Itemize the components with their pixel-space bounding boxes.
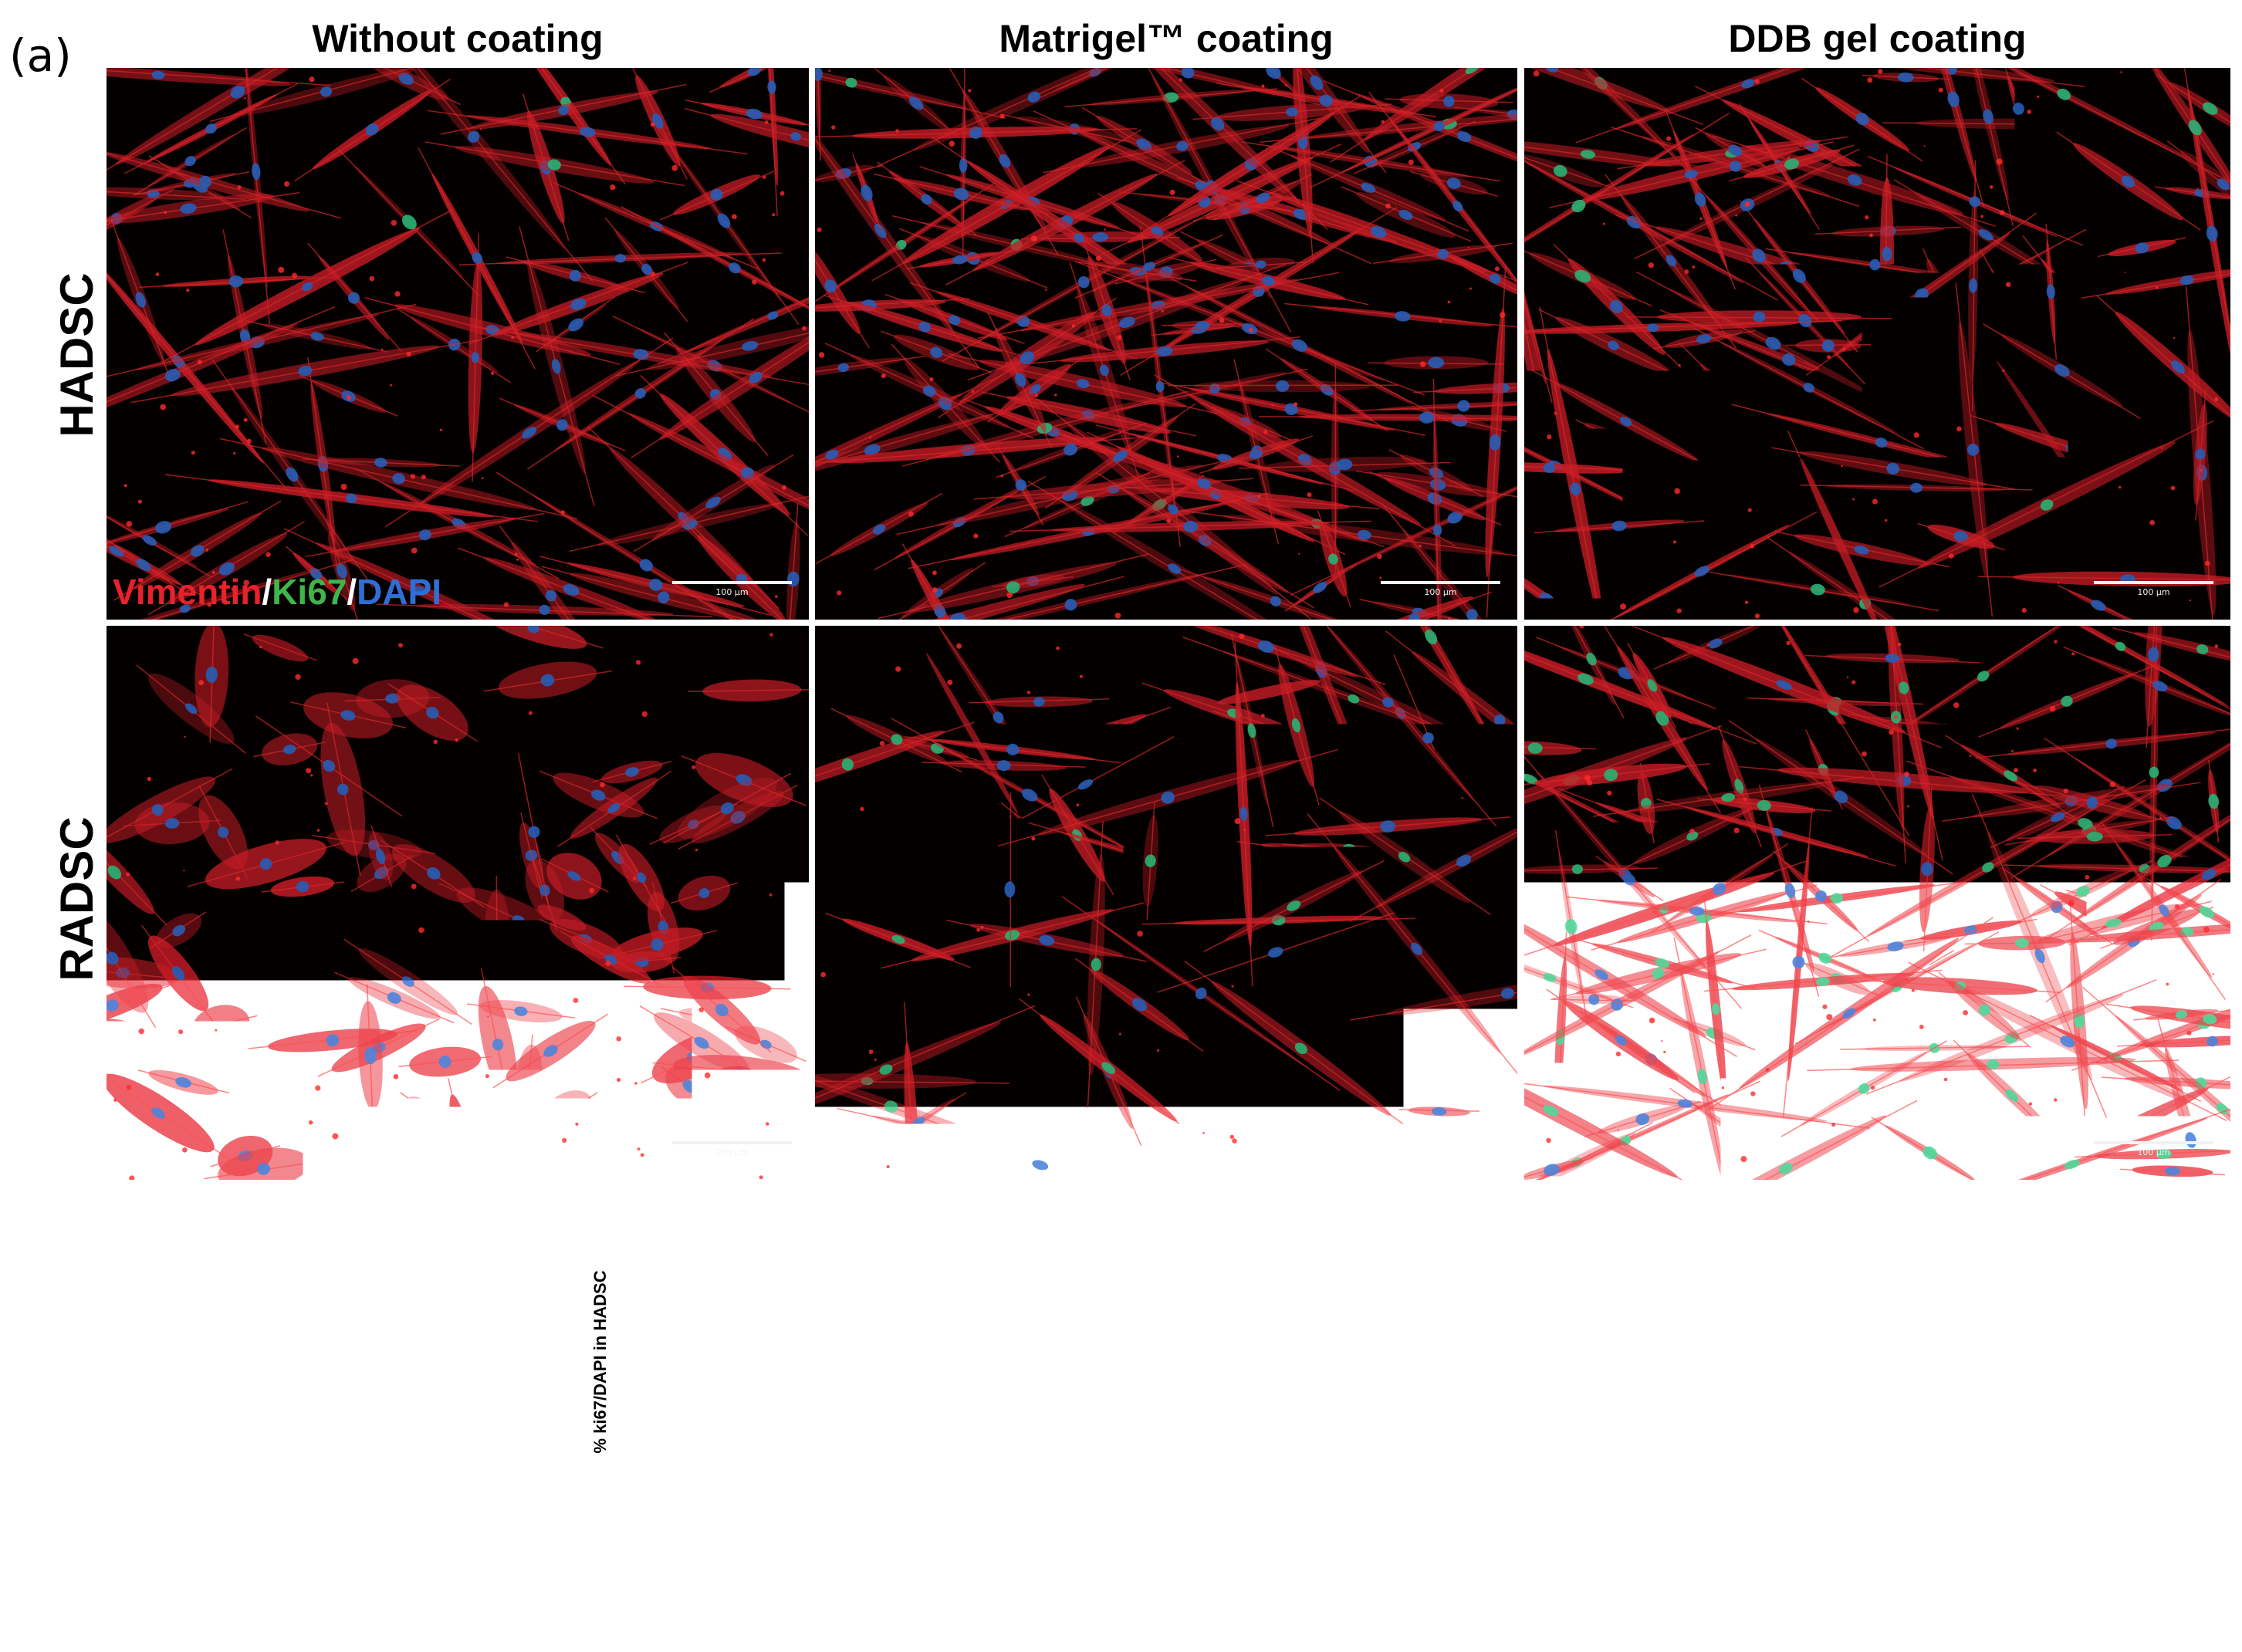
y-axis-label: % ki67/DAPI in RADSC xyxy=(1219,1270,1239,1453)
y-tick-label: 20 xyxy=(1260,1434,1279,1453)
micrograph-image xyxy=(1524,68,2230,620)
scale-bar: 100 μm xyxy=(1381,1141,1500,1163)
significance-marker: ** xyxy=(1414,1248,1434,1278)
y-tick-label: 80 xyxy=(631,1272,650,1291)
micrograph-hadsc-without-coating: 100 μm xyxy=(107,68,809,620)
stain-separator: / xyxy=(262,572,272,612)
y-tick-label: 100 xyxy=(1250,1218,1279,1237)
scale-bar: 100 μm xyxy=(2094,581,2213,603)
panel-b-label: (b) xyxy=(438,1219,502,1272)
micrograph-image xyxy=(815,626,1517,1180)
y-tick-label: 0 xyxy=(641,1488,650,1507)
micrograph-image xyxy=(815,68,1517,620)
significance-marker: * xyxy=(790,1211,800,1240)
stain-separator: / xyxy=(347,572,357,612)
x-tick-label: DDB gel xyxy=(828,1515,891,1572)
bar-chart-radsc: 0 20 40 60 80 100 % ki67/DAPI in RADSC Without … xyxy=(1192,1188,1733,1651)
scale-bar: 100 μm xyxy=(672,581,792,603)
row-header-hadsc: HADSC xyxy=(50,201,104,509)
micrograph-image xyxy=(107,626,809,1180)
y-tick-label: 80 xyxy=(1260,1272,1279,1291)
y-tick-label: 40 xyxy=(631,1380,650,1399)
micrograph-radsc-ddb-gel: 100 μm xyxy=(1524,626,2230,1180)
y-tick-label: 20 xyxy=(631,1434,650,1453)
bar-radsc-1 xyxy=(1396,1297,1452,1497)
x-tick-label: MATRIGEL xyxy=(724,1515,803,1586)
bar-radsc-2 xyxy=(1483,1392,1540,1498)
bar-chart-hadsc: 0 20 40 60 80 100 % ki67/DAPI in HADSC Without … xyxy=(563,1188,1104,1651)
y-tick-label: 60 xyxy=(1260,1326,1279,1345)
y-axis-label: % ki67/DAPI in HADSC xyxy=(590,1270,610,1453)
bar-radsc-0 xyxy=(1308,1346,1364,1497)
column-header-matrigel: Matrigel™ coating xyxy=(815,14,1517,63)
scale-bar: 100 μm xyxy=(2094,1141,2213,1163)
stain-ki67-label: Ki67 xyxy=(272,572,347,612)
micrograph-image xyxy=(1524,626,2230,1180)
bar-hadsc-0 xyxy=(679,1362,735,1497)
row-header-radsc: RADSC xyxy=(50,745,104,1053)
micrograph-image xyxy=(107,68,809,620)
x-tick-label: Without coating xyxy=(606,1515,716,1612)
stain-vimentin-label: Vimentin xyxy=(113,572,262,612)
scale-bar: 100 μm xyxy=(672,1141,792,1163)
x-tick-label: Without coating xyxy=(1235,1515,1345,1612)
x-tick-label: DDB gel xyxy=(1457,1515,1520,1572)
stain-legend: Vimentin/Ki67/DAPI xyxy=(113,571,441,613)
y-tick-label: 100 xyxy=(621,1218,650,1237)
y-tick-label: 60 xyxy=(631,1326,650,1345)
stain-dapi-label: DAPI xyxy=(357,572,441,612)
bar-hadsc-2 xyxy=(854,1340,911,1497)
column-header-without-coating: Without coating xyxy=(107,14,809,63)
micrograph-hadsc-matrigel: 100 μm xyxy=(815,68,1517,620)
micrograph-hadsc-ddb-gel: 100 μm xyxy=(1524,68,2230,620)
y-tick-label: 40 xyxy=(1260,1380,1279,1399)
scale-bar: 100 μm xyxy=(1381,581,1500,603)
x-tick-label: MATRIGEL xyxy=(1353,1515,1432,1586)
micrograph-radsc-without-coating: 100 μm xyxy=(107,626,809,1180)
column-header-ddb-gel: DDB gel coating xyxy=(1524,14,2230,63)
y-tick-label: 0 xyxy=(1270,1488,1279,1507)
panel-a-label: (a) xyxy=(9,29,72,82)
bar-hadsc-1 xyxy=(767,1286,823,1497)
micrograph-radsc-matrigel: 100 μm xyxy=(815,626,1517,1180)
